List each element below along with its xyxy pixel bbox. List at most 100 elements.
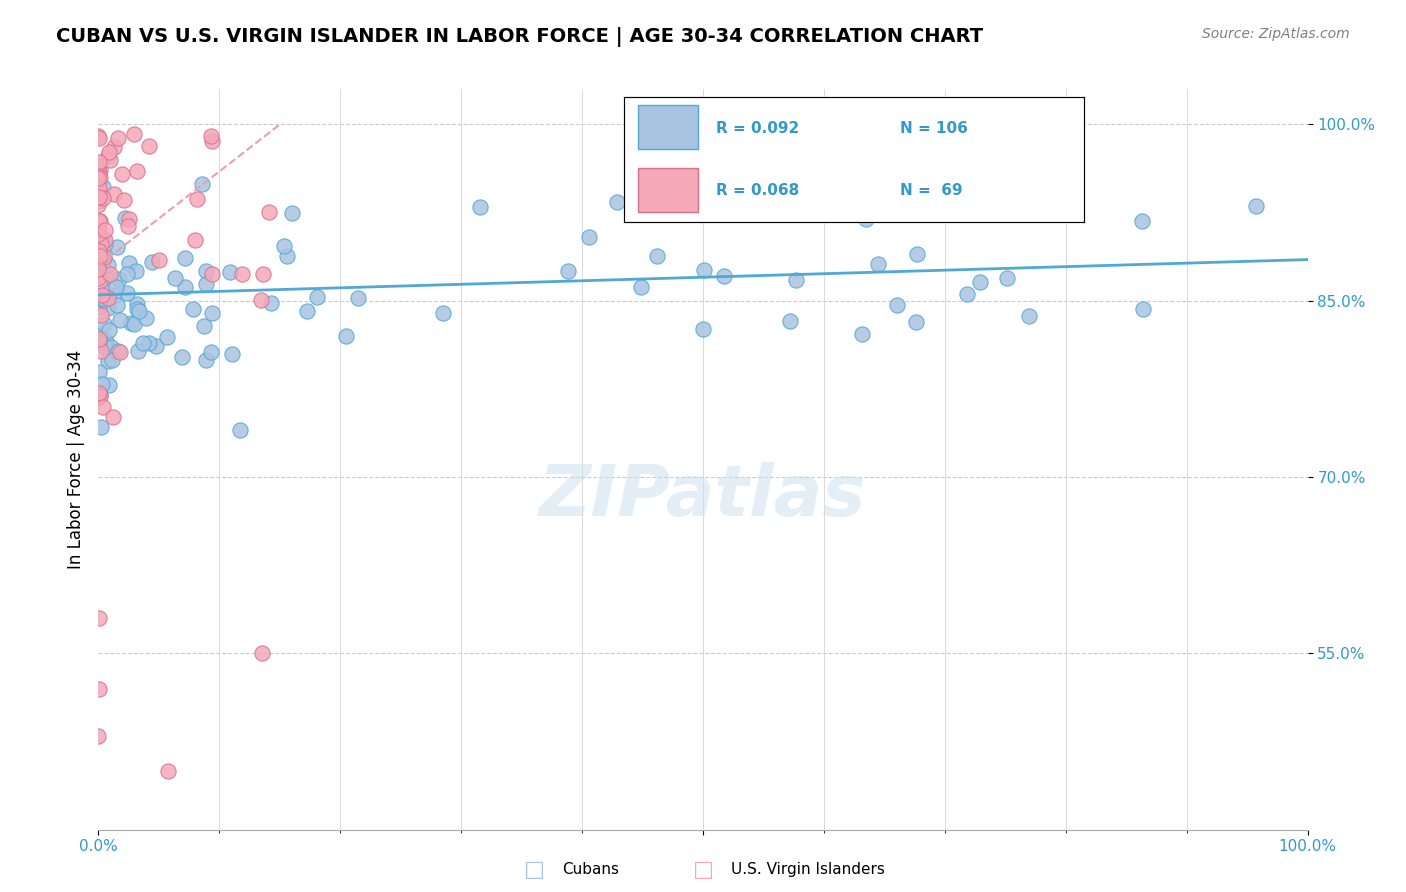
Point xyxy=(905,247,928,261)
Point xyxy=(174,280,197,294)
Point xyxy=(124,263,146,277)
Point xyxy=(186,192,208,206)
Point xyxy=(145,339,167,353)
Point xyxy=(100,340,122,354)
Point xyxy=(114,211,136,225)
Point xyxy=(89,268,111,283)
Point xyxy=(93,317,115,331)
Point xyxy=(122,317,145,331)
Point xyxy=(250,646,273,660)
Point xyxy=(89,162,111,177)
Point xyxy=(193,319,215,334)
Point xyxy=(108,344,131,359)
Point xyxy=(120,316,142,330)
Point xyxy=(89,214,111,228)
Point xyxy=(138,335,160,350)
Point xyxy=(557,263,579,277)
Point xyxy=(886,297,908,311)
Point xyxy=(87,128,110,143)
Point xyxy=(87,214,110,228)
Point xyxy=(87,300,110,314)
Point xyxy=(127,302,149,317)
Text: CUBAN VS U.S. VIRGIN ISLANDER IN LABOR FORCE | AGE 30-34 CORRELATION CHART: CUBAN VS U.S. VIRGIN ISLANDER IN LABOR F… xyxy=(56,27,983,46)
Point xyxy=(141,255,163,269)
Point xyxy=(87,239,110,253)
Point xyxy=(94,334,117,348)
Point xyxy=(87,171,110,186)
Point xyxy=(117,285,139,300)
Point xyxy=(969,275,991,289)
Point xyxy=(257,204,280,219)
Point xyxy=(105,280,128,294)
Point xyxy=(221,347,243,361)
Point xyxy=(851,327,873,342)
Point xyxy=(94,286,117,301)
Point xyxy=(173,252,195,266)
Point xyxy=(1018,309,1040,323)
Point xyxy=(855,211,877,226)
Text: □: □ xyxy=(693,860,713,880)
Point xyxy=(184,233,207,247)
Point xyxy=(89,170,111,185)
Point xyxy=(93,340,115,354)
Point xyxy=(201,306,224,320)
Point xyxy=(219,264,242,278)
Point xyxy=(101,410,124,425)
Point xyxy=(132,336,155,351)
Point xyxy=(87,166,110,180)
Point xyxy=(93,237,115,252)
Point xyxy=(470,200,492,214)
Point xyxy=(97,259,120,273)
Point xyxy=(117,267,139,281)
Point xyxy=(90,288,112,302)
Point xyxy=(87,154,110,169)
Point xyxy=(93,252,115,267)
Point xyxy=(89,389,111,403)
Point xyxy=(135,310,157,325)
Point xyxy=(101,353,124,368)
Point xyxy=(904,315,927,329)
Point xyxy=(866,257,889,271)
Point xyxy=(87,611,110,625)
Point xyxy=(87,190,110,204)
Point xyxy=(103,186,125,201)
Point xyxy=(87,244,110,258)
Point xyxy=(93,292,115,306)
Point xyxy=(87,169,110,183)
Point xyxy=(128,304,150,318)
Point xyxy=(165,271,187,285)
Text: Source: ZipAtlas.com: Source: ZipAtlas.com xyxy=(1202,27,1350,41)
Point xyxy=(87,131,110,145)
Point xyxy=(692,321,714,335)
Point xyxy=(692,263,714,277)
Point xyxy=(89,228,111,243)
Text: U.S. Virgin Islanders: U.S. Virgin Islanders xyxy=(731,863,884,877)
Point xyxy=(229,424,252,438)
Point xyxy=(645,249,668,263)
Point xyxy=(105,240,128,254)
Point xyxy=(201,268,224,282)
Point xyxy=(87,335,110,350)
Point xyxy=(98,267,121,281)
Point xyxy=(97,149,120,163)
Point xyxy=(156,330,179,344)
Point xyxy=(172,350,194,364)
Point xyxy=(112,194,135,208)
Point xyxy=(94,270,117,285)
Point xyxy=(87,198,110,212)
Point xyxy=(117,212,139,227)
Point xyxy=(98,145,121,159)
Point xyxy=(90,420,112,434)
Point xyxy=(335,328,357,343)
Point xyxy=(87,681,110,696)
Point xyxy=(87,391,110,405)
Point xyxy=(779,314,801,328)
Text: Cubans: Cubans xyxy=(562,863,620,877)
Point xyxy=(90,237,112,252)
Point xyxy=(138,139,160,153)
Point xyxy=(1130,214,1153,228)
Point xyxy=(87,386,110,401)
Point xyxy=(249,293,271,307)
Point xyxy=(181,302,204,317)
Point xyxy=(273,239,295,253)
